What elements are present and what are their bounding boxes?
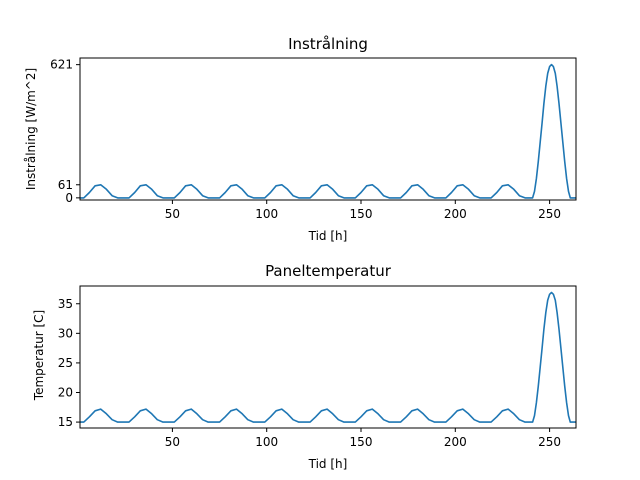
panel-temperature-chart: Paneltemperatur Tid [h] Temperatur [C] 5…	[32, 262, 577, 471]
x-tick-label: 100	[255, 435, 278, 449]
x-tick-label: 200	[444, 207, 467, 221]
y-tick-label: 0	[65, 191, 73, 205]
y-tick-label: 35	[58, 297, 73, 311]
y-axis-label: Instrålning [W/m^2]	[24, 68, 38, 190]
irradiance-chart: Instrålning Tid [h] Instrålning [W/m^2] …	[24, 35, 577, 243]
tick-group: 50 100 150 200 250 15 20 25 30 35	[58, 297, 561, 449]
x-tick-label: 150	[350, 207, 373, 221]
x-tick-label: 100	[255, 207, 278, 221]
x-tick-label: 150	[350, 435, 373, 449]
x-tick-label: 250	[538, 207, 561, 221]
x-tick-label: 50	[165, 207, 180, 221]
y-tick-label: 25	[58, 356, 73, 370]
x-tick-label: 200	[444, 435, 467, 449]
chart-title: Instrålning	[288, 35, 368, 53]
x-axis-label: Tid [h]	[308, 457, 348, 471]
plot-frame	[79, 57, 577, 201]
irradiance-series-line	[80, 63, 576, 199]
y-tick-label: 621	[50, 58, 73, 72]
x-tick-label: 50	[165, 435, 180, 449]
x-axis-label: Tid [h]	[308, 229, 348, 243]
y-tick-label: 15	[58, 415, 73, 429]
y-tick-label: 30	[58, 326, 73, 340]
y-tick-label: 20	[58, 386, 73, 400]
tick-group: 50 100 150 200 250 061 621	[50, 58, 561, 221]
temperature-series-line	[80, 291, 576, 423]
y-tick-label: 61	[58, 178, 73, 192]
x-tick-label: 250	[538, 435, 561, 449]
y-axis-label: Temperatur [C]	[32, 310, 46, 401]
chart-title: Paneltemperatur	[265, 262, 392, 280]
plot-frame	[79, 285, 577, 429]
